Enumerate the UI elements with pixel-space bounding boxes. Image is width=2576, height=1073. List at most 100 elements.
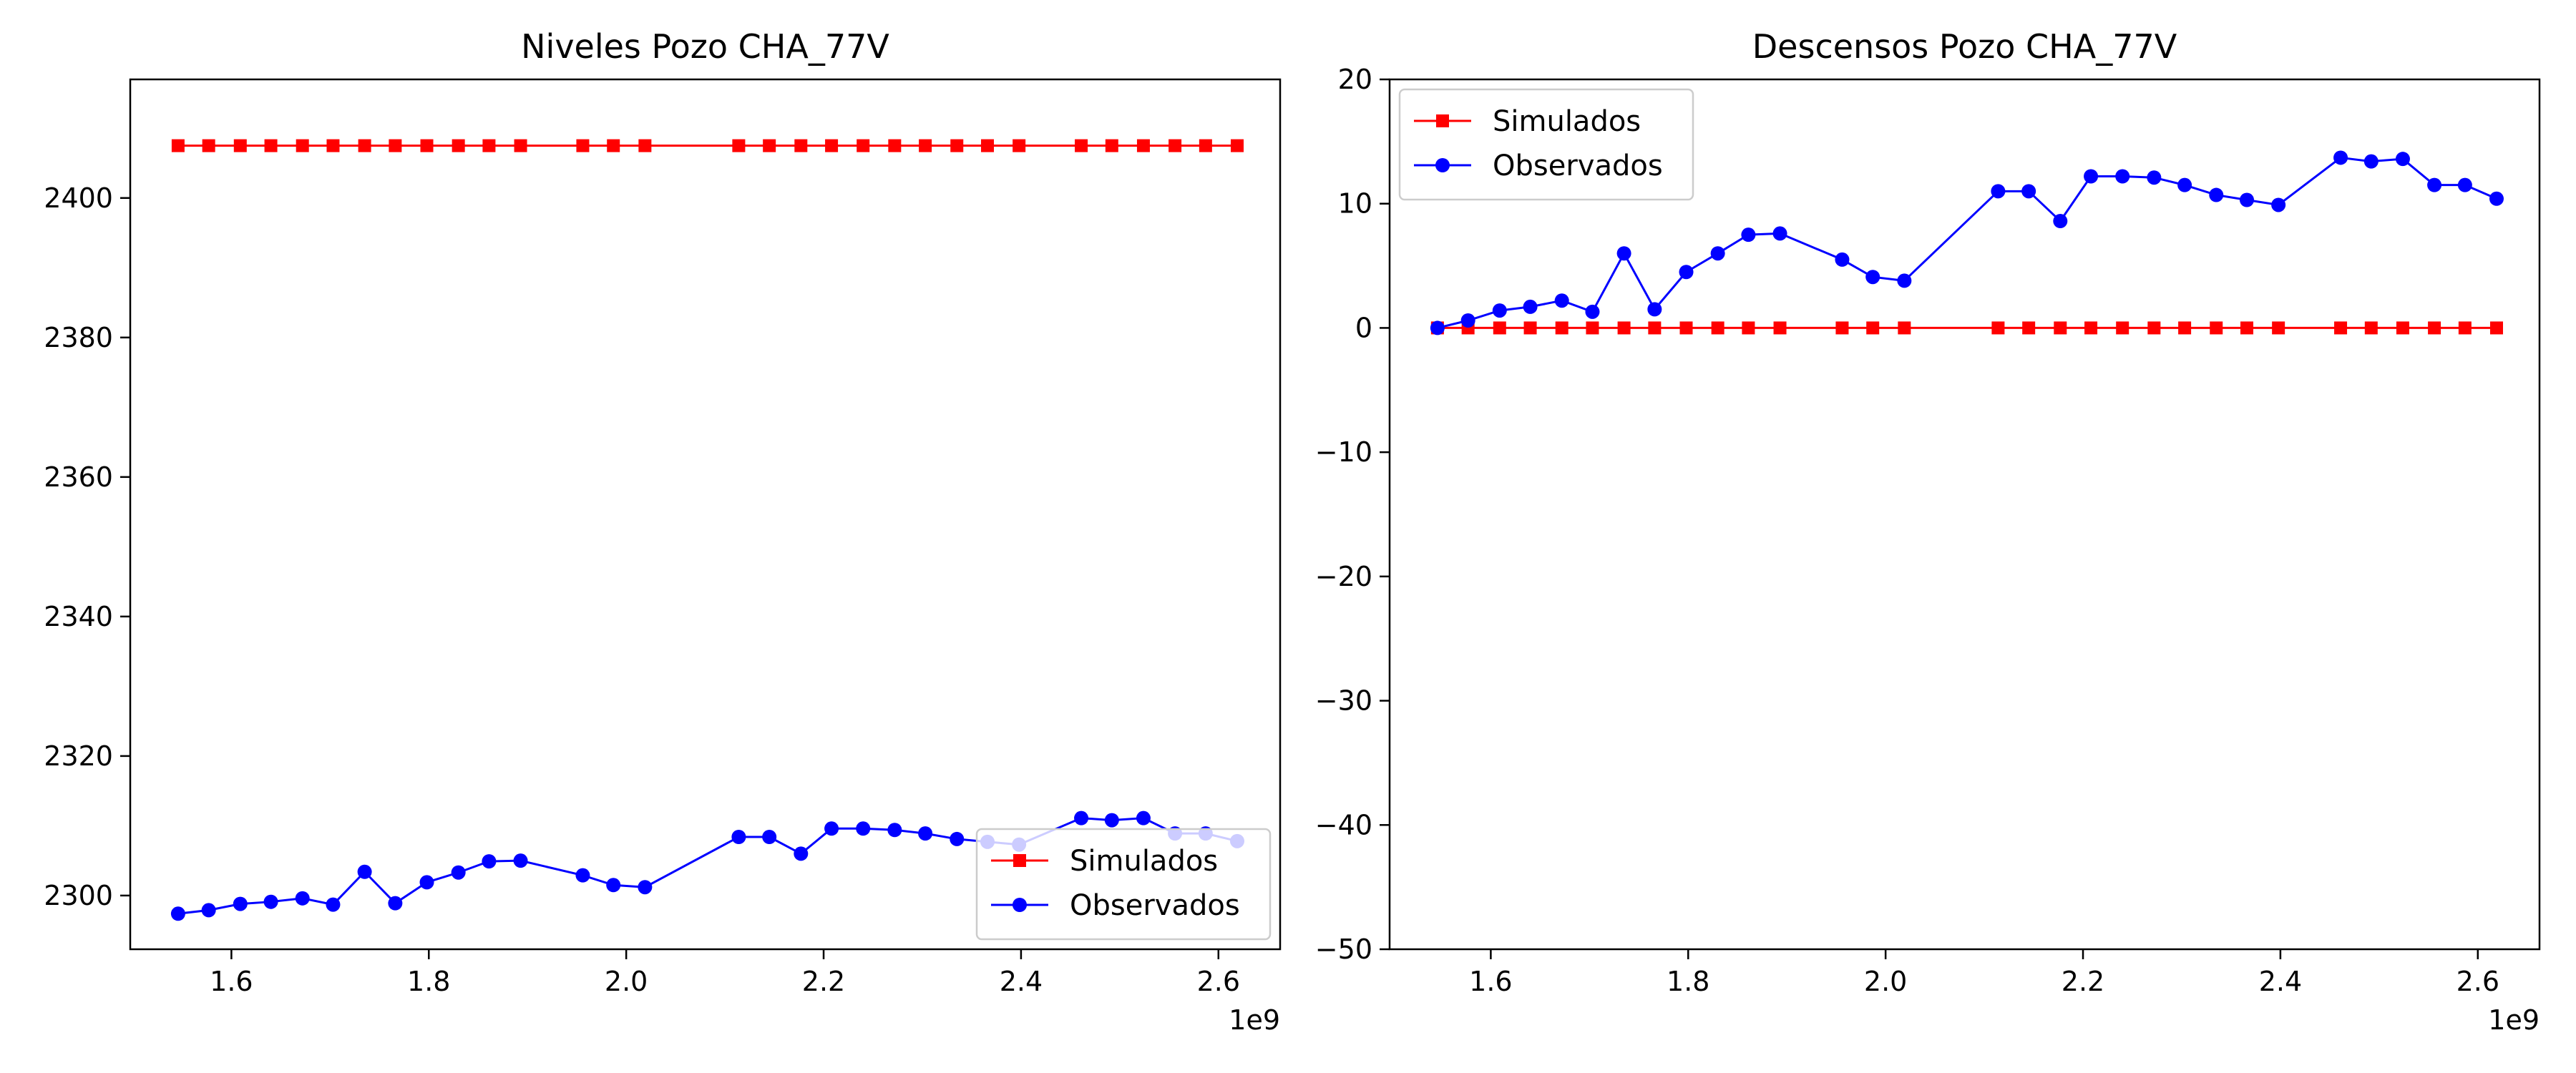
data-point-observados <box>2333 150 2348 165</box>
chart-niveles: Niveles Pozo CHA_77V 1.6 1.8 2.0 2.2 2.4 2.6 1e… <box>44 27 1282 1036</box>
data-point-observados <box>2363 154 2379 169</box>
data-point-observados <box>1492 303 1507 318</box>
y-tick-label: 2380 <box>44 322 113 353</box>
data-point-simulados <box>919 139 932 152</box>
legend-box <box>975 828 1272 941</box>
data-point-simulados <box>1555 321 1568 335</box>
data-point-simulados <box>1136 139 1150 152</box>
data-point-simulados <box>1105 139 1118 152</box>
legend-label-simulados: Simulados <box>1493 105 1641 138</box>
data-point-observados <box>2084 169 2099 184</box>
data-point-simulados <box>2364 321 2378 335</box>
data-point-simulados <box>1199 139 1212 152</box>
x-tick-label: 2.4 <box>2259 966 2302 997</box>
data-point-simulados <box>1773 321 1787 335</box>
data-point-simulados <box>1711 321 1724 335</box>
data-point-simulados <box>1898 321 1911 335</box>
data-point-observados <box>762 830 777 845</box>
data-point-observados <box>2209 187 2224 202</box>
plot-area <box>1430 150 2504 335</box>
data-point-simulados <box>1648 321 1662 335</box>
data-point-observados <box>950 831 965 846</box>
data-point-simulados <box>2178 321 2192 335</box>
data-point-simulados <box>202 139 215 152</box>
data-point-observados <box>824 821 839 836</box>
data-point-simulados <box>1866 321 1880 335</box>
data-point-observados <box>2489 191 2504 206</box>
legend-label-observados: Observados <box>1493 150 1663 182</box>
data-point-observados <box>1460 313 1475 328</box>
x-offset-label: 1e9 <box>1229 1004 1280 1036</box>
data-point-simulados <box>794 139 808 152</box>
data-point-simulados <box>2458 321 2472 335</box>
data-point-simulados <box>1169 139 1182 152</box>
x-tick-label: 2.6 <box>2457 966 2499 997</box>
data-point-observados <box>1710 246 1725 261</box>
data-point-observados <box>575 868 590 883</box>
data-point-observados <box>918 826 933 841</box>
data-point-observados <box>419 875 434 890</box>
data-point-simulados <box>264 139 278 152</box>
y-tick-label: 2340 <box>44 601 113 632</box>
legend-marker-simulados <box>1013 854 1026 867</box>
y-tick-label: 2320 <box>44 740 113 772</box>
data-point-simulados <box>2489 321 2503 335</box>
data-point-observados <box>357 864 372 879</box>
legend: Simulados Observados <box>975 828 1272 941</box>
data-point-observados <box>638 880 653 895</box>
y-tick-label: −30 <box>1315 685 1372 717</box>
data-point-simulados <box>2240 321 2254 335</box>
data-point-simulados <box>1991 321 2005 335</box>
data-point-observados <box>2021 184 2036 199</box>
y-tick-label: 0 <box>1355 312 1372 343</box>
data-point-simulados <box>2147 321 2161 335</box>
x-tick-label: 2.4 <box>1000 966 1043 997</box>
data-point-simulados <box>389 139 402 152</box>
data-point-simulados <box>1493 321 1506 335</box>
data-point-simulados <box>2272 321 2285 335</box>
data-point-simulados <box>326 139 340 152</box>
data-point-observados <box>2427 177 2442 192</box>
data-point-simulados <box>732 139 746 152</box>
data-point-simulados <box>420 139 434 152</box>
data-point-simulados <box>233 139 247 152</box>
data-point-observados <box>1585 304 1600 319</box>
legend-marker-simulados <box>1436 114 1449 127</box>
data-point-observados <box>233 896 248 911</box>
data-point-simulados <box>2428 321 2441 335</box>
data-point-simulados <box>638 139 652 152</box>
data-point-observados <box>170 906 185 921</box>
data-point-observados <box>1835 252 1850 267</box>
x-tick-label: 2.6 <box>1197 966 1240 997</box>
data-point-simulados <box>857 139 870 152</box>
data-point-simulados <box>1523 321 1537 335</box>
chart-title: Descensos Pozo CHA_77V <box>1752 27 2177 66</box>
data-point-observados <box>2115 169 2130 184</box>
data-point-observados <box>1554 293 1569 308</box>
y-tick-label: −50 <box>1315 934 1372 965</box>
data-point-observados <box>513 853 528 868</box>
data-point-simulados <box>981 139 995 152</box>
data-point-simulados <box>2022 321 2036 335</box>
y-tick-label: −40 <box>1315 809 1372 841</box>
data-point-simulados <box>1586 321 1599 335</box>
data-point-observados <box>451 865 466 880</box>
data-point-simulados <box>514 139 527 152</box>
y-tick-label: −10 <box>1315 436 1372 468</box>
data-point-simulados <box>2396 321 2409 335</box>
data-point-observados <box>1897 273 1912 288</box>
legend-marker-observados <box>1435 158 1450 172</box>
data-point-simulados <box>171 139 185 152</box>
data-point-simulados <box>1835 321 1849 335</box>
y-tick-label: 2400 <box>44 182 113 214</box>
data-point-simulados <box>2054 321 2067 335</box>
data-point-simulados <box>1075 139 1088 152</box>
data-point-simulados <box>607 139 620 152</box>
data-point-observados <box>2053 214 2068 229</box>
data-point-observados <box>606 878 621 893</box>
data-point-observados <box>1647 302 1662 317</box>
x-tick-label: 2.2 <box>2062 966 2104 997</box>
data-point-observados <box>1772 226 1787 241</box>
data-point-observados <box>794 846 809 861</box>
